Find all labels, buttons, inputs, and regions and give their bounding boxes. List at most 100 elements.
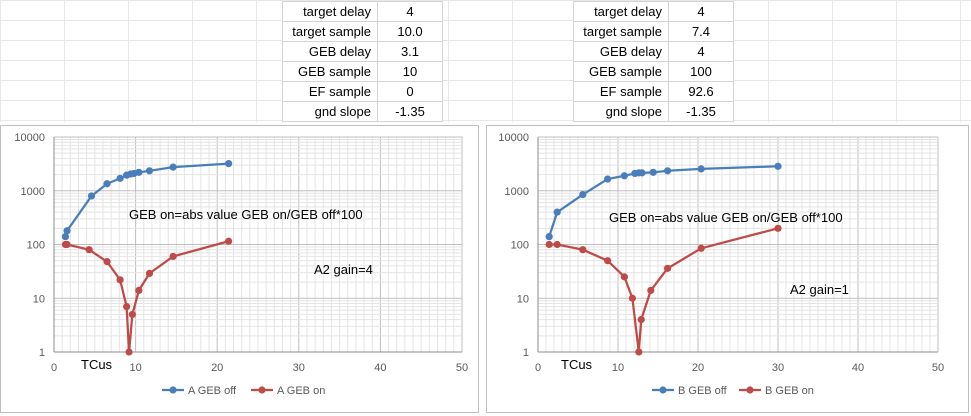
param-value[interactable]: 0 — [377, 81, 443, 102]
param-value[interactable]: 4 — [668, 1, 734, 22]
y-tick-label: 10000 — [14, 132, 45, 144]
param-label[interactable]: GEB delay — [282, 41, 378, 62]
data-point[interactable] — [123, 302, 131, 311]
x-axis-label: TCus — [81, 357, 113, 372]
param-label[interactable]: target sample — [573, 21, 669, 42]
param-label[interactable]: GEB sample — [573, 61, 669, 82]
data-point[interactable] — [774, 162, 782, 170]
data-point[interactable] — [774, 224, 782, 232]
data-point[interactable] — [85, 246, 93, 254]
param-value[interactable]: 100 — [668, 61, 734, 82]
data-point[interactable] — [649, 168, 657, 176]
data-point[interactable] — [135, 168, 143, 176]
param-value[interactable]: 10.0 — [377, 21, 443, 42]
y-tick-label: 1000 — [505, 186, 529, 198]
param-label[interactable]: EF sample — [282, 81, 378, 102]
data-point[interactable] — [125, 348, 133, 356]
y-tick-label: 10 — [517, 293, 529, 305]
param-value[interactable]: 10 — [377, 61, 443, 82]
data-point[interactable] — [135, 286, 143, 294]
legend-marker — [659, 386, 667, 394]
data-point[interactable] — [63, 227, 71, 235]
data-point[interactable] — [545, 240, 553, 249]
data-point[interactable] — [145, 269, 154, 277]
data-point[interactable] — [116, 276, 124, 284]
data-point[interactable] — [553, 208, 561, 216]
data-point[interactable] — [697, 165, 705, 173]
data-point[interactable] — [225, 159, 233, 168]
data-point[interactable] — [545, 233, 553, 241]
data-point[interactable] — [579, 246, 587, 254]
x-tick-label: 0 — [51, 362, 57, 374]
param-value[interactable]: -1.35 — [668, 101, 734, 122]
data-point[interactable] — [116, 174, 124, 182]
data-point[interactable] — [553, 240, 561, 249]
table-row: EF sample 0 — [282, 81, 443, 102]
data-point[interactable] — [664, 167, 672, 175]
param-label[interactable]: target sample — [282, 21, 378, 42]
x-tick-label: 20 — [692, 362, 704, 374]
data-point[interactable] — [169, 163, 177, 171]
chart-a-svg: 0 10 20 30 40 50 1 10 100 1000 10000 GEB on=abs val… — [14, 132, 468, 397]
param-label[interactable]: target delay — [573, 1, 669, 22]
data-point[interactable] — [697, 244, 705, 252]
x-tick-label: 10 — [129, 362, 141, 374]
data-point[interactable] — [103, 180, 111, 188]
chart-b-svg: 0 10 20 30 40 50 1 10 100 1000 10000 GEB on=abs val… — [498, 132, 944, 397]
legend-label: B GEB off — [678, 385, 728, 397]
x-tick-label: 10 — [612, 362, 624, 374]
param-value[interactable]: 4 — [668, 41, 734, 62]
data-point[interactable] — [87, 192, 96, 200]
param-value[interactable]: 7.4 — [668, 21, 734, 42]
table-row: EF sample 92.6 — [573, 81, 734, 102]
data-point[interactable] — [604, 175, 612, 183]
param-label[interactable]: target delay — [282, 1, 378, 22]
data-point[interactable] — [620, 273, 628, 281]
x-tick-label: 30 — [772, 362, 784, 374]
x-tick-label: 30 — [293, 362, 305, 374]
data-point[interactable] — [635, 348, 643, 356]
x-tick-label: 40 — [374, 362, 386, 374]
chart-a[interactable]: 0 10 20 30 40 50 1 10 100 1000 10000 GEB on=abs val… — [0, 125, 479, 413]
params-table-left: target delay 4 target sample 10.0 GEB dela… — [282, 1, 443, 122]
param-value[interactable]: -1.35 — [377, 101, 443, 122]
legend-label: A GEB off — [188, 385, 237, 397]
data-point[interactable] — [225, 237, 233, 245]
y-tick-label: 1000 — [21, 186, 45, 198]
param-value[interactable]: 3.1 — [377, 41, 443, 62]
table-row: GEB delay 4 — [573, 41, 734, 62]
y-tick-label: 10000 — [498, 132, 529, 144]
legend: B GEB off B GEB on — [652, 385, 814, 397]
table-row: GEB sample 10 — [282, 61, 443, 82]
param-label[interactable]: gnd slope — [282, 101, 378, 122]
param-label[interactable]: GEB sample — [282, 61, 378, 82]
param-value[interactable]: 4 — [377, 1, 443, 22]
data-point[interactable] — [103, 258, 111, 266]
data-point[interactable] — [128, 310, 136, 319]
data-point[interactable] — [604, 257, 612, 265]
param-label[interactable]: EF sample — [573, 81, 669, 102]
data-point[interactable] — [579, 190, 587, 199]
chart-b[interactable]: 0 10 20 30 40 50 1 10 100 1000 10000 GEB on=abs val… — [486, 125, 969, 413]
param-label[interactable]: gnd slope — [573, 101, 669, 122]
data-point[interactable] — [169, 252, 177, 261]
data-point[interactable] — [63, 240, 71, 249]
param-label[interactable]: GEB delay — [573, 41, 669, 62]
legend-marker — [746, 386, 754, 394]
x-tick-label: 20 — [211, 362, 223, 374]
legend-marker — [258, 386, 266, 394]
legend-label: A GEB on — [277, 385, 325, 397]
data-point[interactable] — [620, 172, 628, 180]
data-point[interactable] — [664, 264, 672, 272]
param-value[interactable]: 92.6 — [668, 81, 734, 102]
data-point[interactable] — [637, 316, 645, 324]
table-row: target delay 4 — [282, 1, 443, 22]
data-point[interactable] — [638, 169, 646, 177]
data-point[interactable] — [628, 294, 636, 302]
y-tick-label: 1 — [39, 347, 45, 359]
data-point[interactable] — [145, 167, 154, 175]
gridlines — [537, 136, 939, 353]
table-row: target sample 7.4 — [573, 21, 734, 42]
data-point[interactable] — [61, 233, 70, 241]
data-point[interactable] — [647, 286, 655, 294]
